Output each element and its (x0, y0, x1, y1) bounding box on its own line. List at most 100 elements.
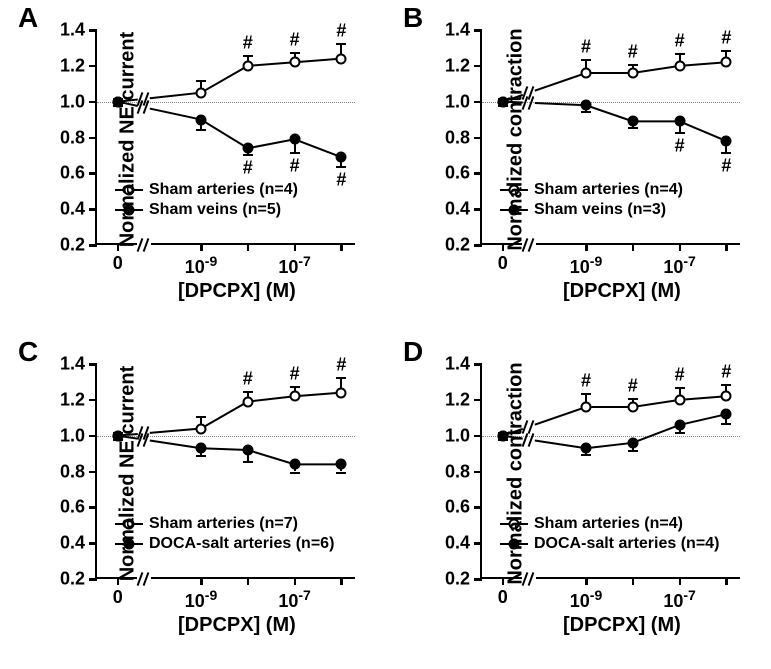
y-tick (474, 65, 482, 68)
y-tick-label: 1.2 (445, 389, 470, 410)
error-cap (675, 132, 685, 134)
x-axis-label: [DPCPX] (M) (563, 280, 681, 303)
y-tick-label: 1.0 (445, 91, 470, 112)
x-tick-label: 10-7 (278, 253, 310, 278)
error-cap (336, 472, 346, 474)
x-tick (200, 243, 203, 251)
error-cap (196, 129, 206, 131)
y-tick (89, 542, 97, 545)
y-axis-label: Normalized contraction (505, 28, 528, 250)
data-marker (336, 152, 347, 163)
error-cap (628, 450, 638, 452)
y-tick-label: 0.2 (445, 569, 470, 590)
y-tick-label: 0.8 (60, 461, 85, 482)
x-minor-tick (725, 577, 728, 585)
legend: Sham arteries (n=4)DOCA-salt arteries (n… (500, 515, 719, 555)
y-tick (89, 578, 97, 581)
panel-B: B0.20.40.60.81.01.21.4010-910-7######Sha… (385, 0, 770, 334)
legend-item: Sham arteries (n=4) (115, 181, 298, 199)
error-cap (581, 393, 591, 395)
significance-mark: # (721, 361, 731, 382)
x-axis-label: [DPCPX] (M) (178, 614, 296, 637)
y-tick (474, 101, 482, 104)
y-tick (89, 65, 97, 68)
legend-item: Sham arteries (n=7) (115, 515, 334, 533)
x-tick (294, 577, 297, 585)
y-tick (89, 506, 97, 509)
significance-mark: # (243, 157, 253, 178)
significance-mark: # (675, 31, 685, 52)
x-axis-label: [DPCPX] (M) (178, 280, 296, 303)
data-marker (242, 60, 253, 71)
error-cap (581, 111, 591, 113)
legend-label: Sham veins (n=5) (149, 201, 281, 219)
error-cap (196, 80, 206, 82)
error-cap (290, 52, 300, 54)
data-marker (289, 459, 300, 470)
error-cap (290, 472, 300, 474)
x-minor-tick (340, 577, 343, 585)
y-tick-label: 1.4 (445, 20, 470, 41)
data-marker (289, 391, 300, 402)
y-axis-label: Normalized contraction (505, 362, 528, 584)
x-minor-tick (632, 577, 635, 585)
y-tick (474, 578, 482, 581)
y-tick (474, 208, 482, 211)
data-marker (196, 87, 207, 98)
error-cap (336, 43, 346, 45)
panel-A: A0.20.40.60.81.01.21.4010-910-7######Sha… (0, 0, 385, 334)
error-cap (628, 64, 638, 66)
error-cap (243, 154, 253, 156)
data-marker (674, 394, 685, 405)
error-cap (721, 384, 731, 386)
y-tick-label: 1.0 (60, 425, 85, 446)
data-marker (721, 409, 732, 420)
y-tick-label: 1.2 (60, 389, 85, 410)
significance-mark: # (243, 368, 253, 389)
x-tick-label: 10-9 (570, 587, 602, 612)
y-tick (89, 244, 97, 247)
y-tick-label: 0.2 (60, 569, 85, 590)
legend-label: Sham arteries (n=7) (149, 515, 298, 533)
data-marker (336, 387, 347, 398)
y-tick (89, 208, 97, 211)
y-tick (474, 172, 482, 175)
y-tick (89, 29, 97, 32)
data-marker (581, 68, 592, 79)
data-marker (581, 100, 592, 111)
legend: Sham arteries (n=4) Sham veins (n=5) (115, 181, 298, 221)
y-tick (474, 542, 482, 545)
x-tick-label: 10-9 (185, 587, 217, 612)
y-tick-label: 0.2 (445, 235, 470, 256)
error-cap (196, 455, 206, 457)
data-marker (196, 443, 207, 454)
error-cap (581, 454, 591, 456)
error-cap (290, 386, 300, 388)
x-tick (585, 243, 588, 251)
data-marker (721, 136, 732, 147)
data-marker (721, 57, 732, 68)
data-marker (242, 445, 253, 456)
y-tick-label: 0.6 (445, 497, 470, 518)
y-tick-label: 0.6 (60, 497, 85, 518)
y-tick (474, 29, 482, 32)
data-marker (196, 114, 207, 125)
y-tick-label: 1.4 (60, 354, 85, 375)
error-cap (675, 387, 685, 389)
legend-label: DOCA-salt arteries (n=6) (149, 535, 334, 553)
x-tick-label: 10-7 (663, 587, 695, 612)
data-marker (289, 134, 300, 145)
y-tick (89, 435, 97, 438)
data-marker (674, 419, 685, 430)
x-tick (679, 243, 682, 251)
y-tick-label: 1.0 (445, 425, 470, 446)
y-tick (89, 137, 97, 140)
x-tick-label: 10-7 (663, 253, 695, 278)
x-tick (200, 577, 203, 585)
y-tick-label: 1.2 (60, 55, 85, 76)
error-cap (290, 152, 300, 154)
x-minor-tick (725, 243, 728, 251)
y-tick-label: 0.8 (60, 127, 85, 148)
error-cap (196, 416, 206, 418)
y-tick (89, 363, 97, 366)
